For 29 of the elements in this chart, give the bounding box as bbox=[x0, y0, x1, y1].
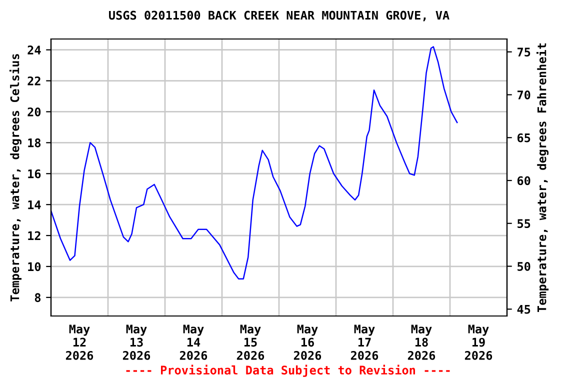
y2-tick-label: 50 bbox=[518, 262, 530, 271]
y-tick-label: 10 bbox=[28, 262, 41, 272]
y-tick-label: 22 bbox=[28, 76, 40, 86]
y2-tick-label: 45 bbox=[517, 305, 530, 314]
x-tick-label: May 17 2026 bbox=[350, 324, 378, 360]
y2-tick-label: 60 bbox=[517, 176, 530, 186]
x-tick-label: May 14 2026 bbox=[180, 324, 208, 360]
y-tick-label: 12 bbox=[28, 231, 40, 240]
x-tick-label: May 12 2026 bbox=[66, 324, 94, 360]
x-tick-label: May 19 2026 bbox=[464, 324, 492, 360]
text: ---- Provisional Data Subject to Revision ---- bbox=[126, 364, 450, 377]
x-tick-label: May 15 2026 bbox=[236, 324, 264, 360]
y-tick-label: 18 bbox=[28, 138, 41, 148]
y-tick-label: 8 bbox=[34, 293, 41, 302]
y-axis-title: Temperature, water, degrees Celsius bbox=[9, 54, 22, 302]
y2-tick-label: 75 bbox=[518, 48, 530, 57]
line-series bbox=[51, 46, 458, 280]
x-tick-label: May 16 2026 bbox=[294, 324, 322, 360]
y-tick-label: 16 bbox=[28, 169, 41, 178]
y-tick-label: 20 bbox=[28, 107, 41, 116]
y2-tick-label: 70 bbox=[518, 90, 530, 100]
y-tick-label: 14 bbox=[28, 200, 41, 210]
x-tick-label: May 18 2026 bbox=[408, 324, 436, 360]
y2-tick-label: 65 bbox=[517, 133, 530, 142]
chart-title: USGS 02011500 BACK CREEK NEAR MOUNTAIN GROVE, VA bbox=[109, 10, 450, 22]
y2-tick-label: 55 bbox=[518, 219, 530, 228]
y-tick-label: 24 bbox=[28, 46, 41, 54]
y2-axis-title: Temperature, water, degrees Fahrenheit bbox=[536, 43, 549, 312]
x-tick-label: May 13 2026 bbox=[122, 324, 150, 360]
